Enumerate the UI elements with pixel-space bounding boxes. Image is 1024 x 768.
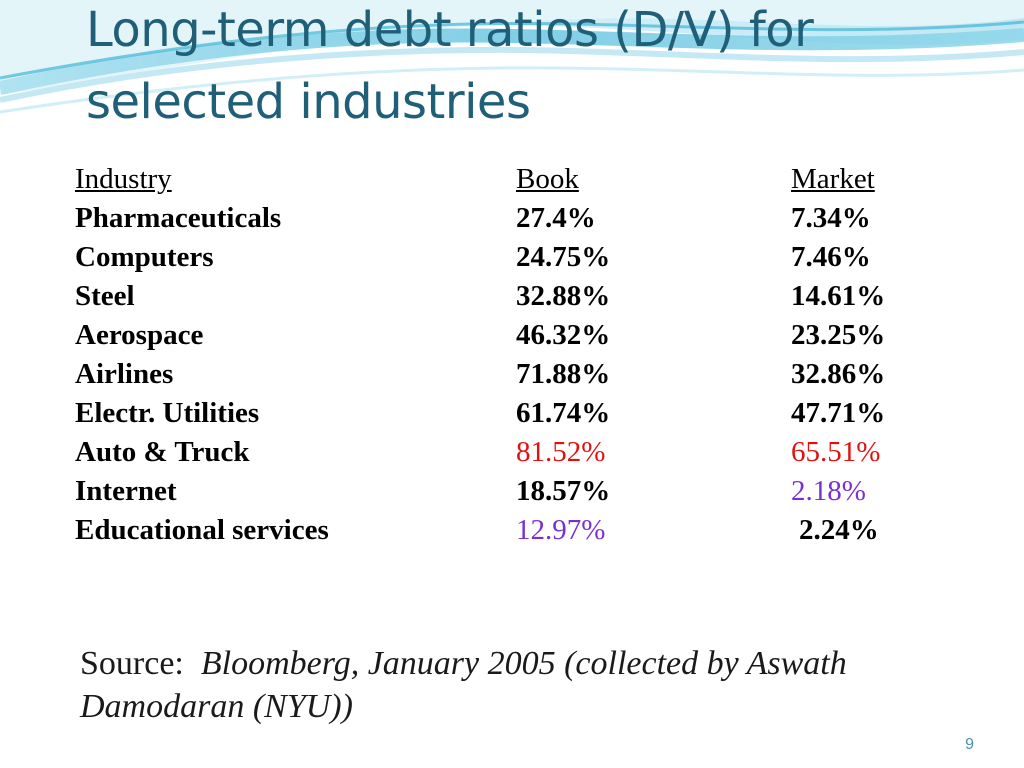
industry-cell: Airlines (75, 358, 174, 390)
source-note: Source: Bloomberg, January 2005 (collect… (80, 642, 900, 728)
header-book: Book (516, 163, 579, 195)
market-cell: 14.61% (791, 280, 886, 312)
book-cell-highlighted: 81.52% (516, 436, 606, 468)
book-cell: 46.32% (516, 319, 611, 351)
table-row: Educational services 12.97% 2.24% (75, 511, 955, 550)
industry-cell: Aerospace (75, 319, 204, 351)
book-cell: 18.57% (516, 475, 611, 507)
table-row: Aerospace 46.32% 23.25% (75, 316, 955, 355)
header-market: Market (791, 163, 875, 195)
book-cell-highlighted: 12.97% (516, 514, 606, 546)
book-cell: 24.75% (516, 241, 611, 273)
market-cell: 47.71% (791, 397, 886, 429)
source-text: Bloomberg, January 2005 (collected by As… (80, 645, 847, 725)
book-cell: 32.88% (516, 280, 611, 312)
table-row: Airlines 71.88% 32.86% (75, 355, 955, 394)
market-cell: 32.86% (791, 358, 886, 390)
header-wave-decoration (0, 0, 1024, 114)
market-cell-highlighted: 2.18% (791, 475, 866, 507)
source-label: Source: (80, 645, 184, 682)
table-row: Pharmaceuticals 27.4% 7.34% (75, 199, 955, 238)
slide-title: Long-term debt ratios (D/V) for selected… (86, 2, 814, 130)
table-row: Auto & Truck 81.52% 65.51% (75, 433, 955, 472)
book-cell: 27.4% (516, 202, 596, 234)
market-cell-highlighted: 65.51% (791, 436, 881, 468)
book-cell: 61.74% (516, 397, 611, 429)
table-header-row: Industry Book Market (75, 160, 955, 199)
table-row: Internet 18.57% 2.18% (75, 472, 955, 511)
table-row: Computers 24.75% 7.46% (75, 238, 955, 277)
market-cell: 23.25% (791, 319, 886, 351)
industry-cell: Auto & Truck (75, 436, 250, 468)
table-row: Steel 32.88% 14.61% (75, 277, 955, 316)
debt-ratio-table: Industry Book Market Pharmaceuticals 27.… (75, 160, 955, 550)
industry-cell: Electr. Utilities (75, 397, 260, 429)
industry-cell: Educational services (75, 514, 329, 546)
industry-cell: Pharmaceuticals (75, 202, 282, 234)
table-row: Electr. Utilities 61.74% 47.71% (75, 394, 955, 433)
industry-cell: Computers (75, 241, 214, 273)
page-number: 9 (965, 736, 974, 753)
header-industry: Industry (75, 163, 172, 195)
book-cell: 71.88% (516, 358, 611, 390)
market-cell: 7.34% (791, 202, 871, 234)
industry-cell: Internet (75, 475, 177, 507)
industry-cell: Steel (75, 280, 135, 312)
market-cell: 2.24% (799, 514, 879, 546)
market-cell: 7.46% (791, 241, 871, 273)
